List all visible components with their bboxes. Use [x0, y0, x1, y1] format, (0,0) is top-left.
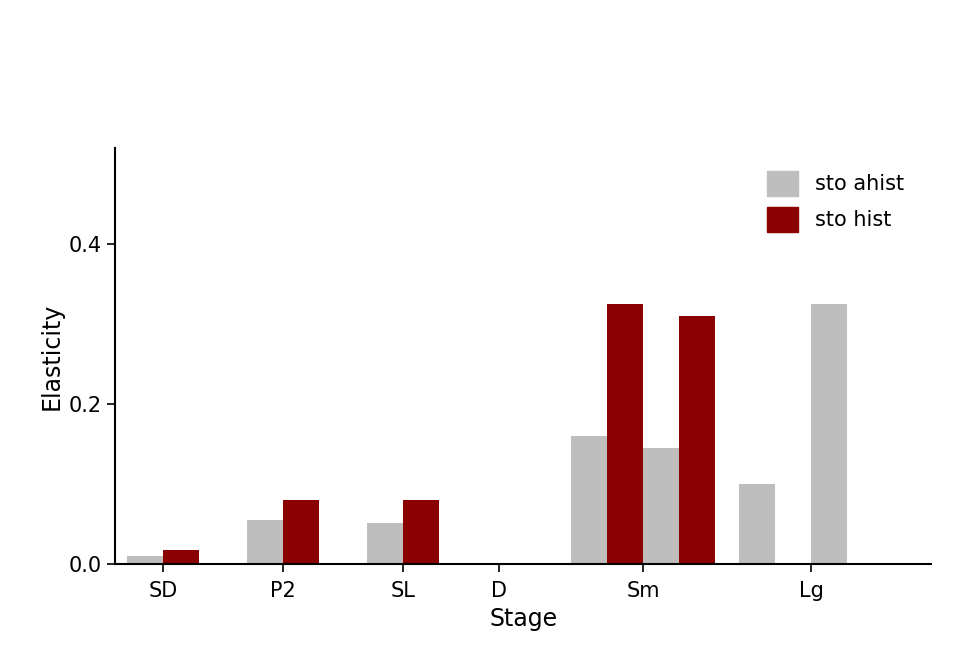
Bar — [739, 485, 776, 564]
Bar — [127, 556, 163, 564]
Bar — [283, 501, 319, 564]
Y-axis label: Elasticity: Elasticity — [39, 302, 63, 410]
Legend: sto ahist, sto hist: sto ahist, sto hist — [759, 163, 913, 241]
Bar — [367, 523, 403, 564]
Bar — [680, 316, 715, 564]
Bar — [608, 304, 643, 564]
Bar — [163, 550, 200, 564]
Bar — [643, 448, 680, 564]
Bar — [403, 501, 439, 564]
Bar — [811, 304, 848, 564]
X-axis label: Stage: Stage — [490, 607, 557, 631]
Bar — [571, 436, 608, 564]
Bar — [248, 520, 283, 564]
Bar — [463, 563, 499, 564]
